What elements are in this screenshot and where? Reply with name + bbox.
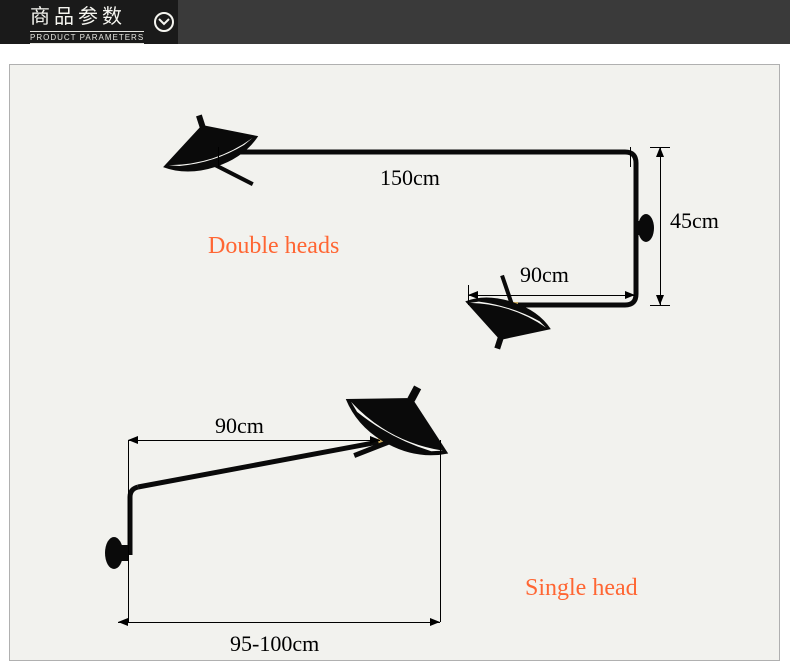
dim-95-100cm: 95-100cm xyxy=(230,631,319,657)
dim-line xyxy=(128,440,380,441)
dim-arrow xyxy=(128,436,138,444)
single-head-label: Single head xyxy=(525,575,638,602)
header-badge: 商品参数 PRODUCT PARAMETERS xyxy=(0,0,178,44)
header-bar: 商品参数 PRODUCT PARAMETERS xyxy=(0,0,790,44)
dim-line xyxy=(118,622,440,623)
chevron-down-icon xyxy=(154,12,174,32)
dim-tick xyxy=(128,440,129,622)
header-title-zh: 商品参数 xyxy=(30,0,144,29)
dim-arrow xyxy=(370,436,380,444)
dim-arrow xyxy=(430,618,440,626)
header-title-en: PRODUCT PARAMETERS xyxy=(30,31,144,44)
diagram-canvas: 150cm 45cm 90cm Double heads xyxy=(9,64,780,661)
dim-arrow xyxy=(118,618,128,626)
dim-90cm-b: 90cm xyxy=(215,413,264,439)
dim-tick xyxy=(440,440,441,622)
single-head-frame xyxy=(10,65,780,665)
